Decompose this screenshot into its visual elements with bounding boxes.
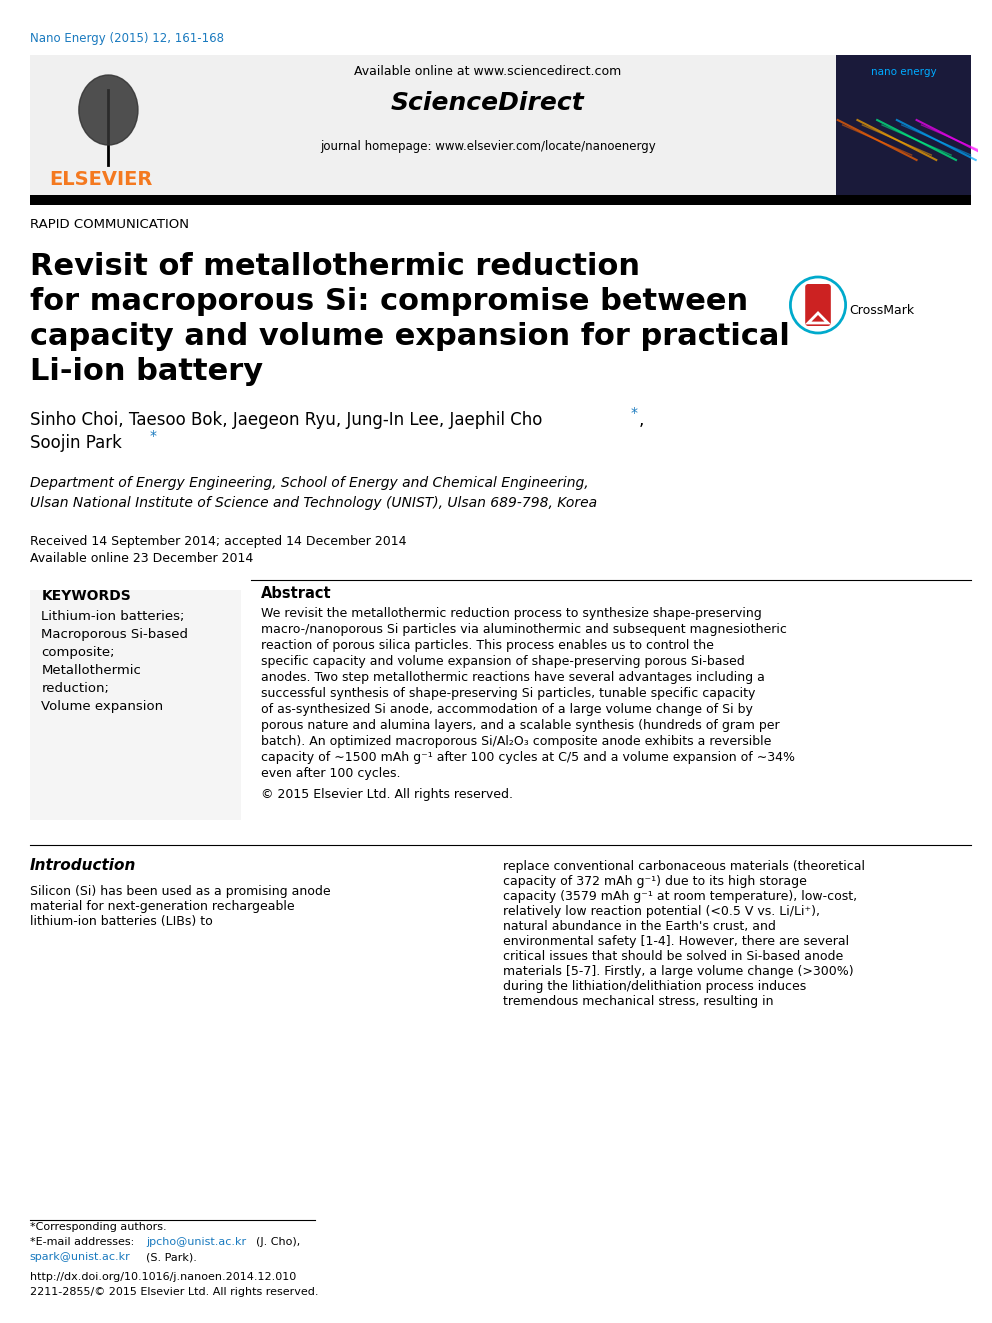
- Text: for macroporous Si: compromise between: for macroporous Si: compromise between: [30, 287, 748, 316]
- Text: relatively low reaction potential (<0.5 V vs. Li/Li⁺),: relatively low reaction potential (<0.5 …: [503, 905, 819, 918]
- Text: KEYWORDS: KEYWORDS: [42, 589, 131, 603]
- FancyBboxPatch shape: [30, 56, 872, 194]
- Text: We revisit the metallothermic reduction process to synthesize shape-preserving: We revisit the metallothermic reduction …: [261, 607, 762, 620]
- Text: Silicon (Si) has been used as a promising anode: Silicon (Si) has been used as a promisin…: [30, 885, 330, 898]
- Text: *E-mail addresses:: *E-mail addresses:: [30, 1237, 137, 1248]
- Text: replace conventional carbonaceous materials (theoretical: replace conventional carbonaceous materi…: [503, 860, 865, 873]
- Text: Revisit of metallothermic reduction: Revisit of metallothermic reduction: [30, 251, 640, 280]
- Text: lithium-ion batteries (LIBs) to: lithium-ion batteries (LIBs) to: [30, 916, 212, 927]
- Text: material for next-generation rechargeable: material for next-generation rechargeabl…: [30, 900, 295, 913]
- Text: nano energy: nano energy: [871, 67, 936, 77]
- Text: RAPID COMMUNICATION: RAPID COMMUNICATION: [30, 218, 188, 232]
- Text: Sinho Choi, Taesoo Bok, Jaegeon Ryu, Jung-In Lee, Jaephil Cho: Sinho Choi, Taesoo Bok, Jaegeon Ryu, Jun…: [30, 411, 542, 429]
- Text: Ulsan National Institute of Science and Technology (UNIST), Ulsan 689-798, Korea: Ulsan National Institute of Science and …: [30, 496, 597, 509]
- Text: Introduction: Introduction: [30, 859, 136, 873]
- Text: *Corresponding authors.: *Corresponding authors.: [30, 1222, 167, 1232]
- Text: Metallothermic: Metallothermic: [42, 664, 141, 677]
- Text: *: *: [150, 429, 157, 443]
- Text: journal homepage: www.elsevier.com/locate/nanoenergy: journal homepage: www.elsevier.com/locat…: [320, 140, 656, 153]
- FancyBboxPatch shape: [30, 194, 971, 205]
- Text: Available online 23 December 2014: Available online 23 December 2014: [30, 552, 253, 565]
- Text: Nano Energy (2015) 12, 161-168: Nano Energy (2015) 12, 161-168: [30, 32, 223, 45]
- Text: capacity (3579 mAh g⁻¹ at room temperature), low-cost,: capacity (3579 mAh g⁻¹ at room temperatu…: [503, 890, 857, 904]
- Text: Soojin Park: Soojin Park: [30, 434, 121, 452]
- Text: ScienceDirect: ScienceDirect: [391, 91, 584, 115]
- Text: during the lithiation/delithiation process induces: during the lithiation/delithiation proce…: [503, 980, 806, 994]
- Text: Department of Energy Engineering, School of Energy and Chemical Engineering,: Department of Energy Engineering, School…: [30, 476, 588, 490]
- Text: Li-ion battery: Li-ion battery: [30, 357, 263, 386]
- Ellipse shape: [78, 75, 138, 146]
- Text: materials [5-7]. Firstly, a large volume change (>300%): materials [5-7]. Firstly, a large volume…: [503, 964, 853, 978]
- Text: Abstract: Abstract: [261, 586, 331, 601]
- Text: environmental safety [1-4]. However, there are several: environmental safety [1-4]. However, the…: [503, 935, 849, 949]
- FancyBboxPatch shape: [30, 56, 231, 194]
- Text: reduction;: reduction;: [42, 681, 109, 695]
- Text: macro-/nanoporous Si particles via aluminothermic and subsequent magnesiotheric: macro-/nanoporous Si particles via alumi…: [261, 623, 787, 636]
- Text: of as-synthesized Si anode, accommodation of a large volume change of Si by: of as-synthesized Si anode, accommodatio…: [261, 703, 753, 716]
- Text: specific capacity and volume expansion of shape-preserving porous Si-based: specific capacity and volume expansion o…: [261, 655, 745, 668]
- Text: porous nature and alumina layers, and a scalable synthesis (hundreds of gram per: porous nature and alumina layers, and a …: [261, 718, 780, 732]
- Text: Macroporous Si-based: Macroporous Si-based: [42, 628, 188, 642]
- Text: jpcho@unist.ac.kr: jpcho@unist.ac.kr: [146, 1237, 246, 1248]
- Text: batch). An optimized macroporous Si/Al₂O₃ composite anode exhibits a reversible: batch). An optimized macroporous Si/Al₂O…: [261, 736, 772, 747]
- Text: capacity of ∼1500 mAh g⁻¹ after 100 cycles at C/5 and a volume expansion of ∼34%: capacity of ∼1500 mAh g⁻¹ after 100 cycl…: [261, 751, 796, 763]
- Text: composite;: composite;: [42, 646, 115, 659]
- Text: Available online at www.sciencedirect.com: Available online at www.sciencedirect.co…: [354, 65, 621, 78]
- Text: CrossMark: CrossMark: [849, 303, 915, 316]
- Text: Volume expansion: Volume expansion: [42, 700, 164, 713]
- Text: anodes. Two step metallothermic reactions have several advantages including a: anodes. Two step metallothermic reaction…: [261, 671, 765, 684]
- Text: Received 14 September 2014; accepted 14 December 2014: Received 14 September 2014; accepted 14 …: [30, 534, 406, 548]
- Text: http://dx.doi.org/10.1016/j.nanoen.2014.12.010: http://dx.doi.org/10.1016/j.nanoen.2014.…: [30, 1271, 296, 1282]
- Text: © 2015 Elsevier Ltd. All rights reserved.: © 2015 Elsevier Ltd. All rights reserved…: [261, 789, 513, 800]
- Text: ,: ,: [639, 411, 644, 429]
- Text: capacity and volume expansion for practical: capacity and volume expansion for practi…: [30, 321, 790, 351]
- Text: (J. Cho),: (J. Cho),: [256, 1237, 301, 1248]
- Text: (S. Park).: (S. Park).: [146, 1252, 196, 1262]
- Text: capacity of 372 mAh g⁻¹) due to its high storage: capacity of 372 mAh g⁻¹) due to its high…: [503, 875, 806, 888]
- Text: spark@unist.ac.kr: spark@unist.ac.kr: [30, 1252, 130, 1262]
- Text: 2211-2855/© 2015 Elsevier Ltd. All rights reserved.: 2211-2855/© 2015 Elsevier Ltd. All right…: [30, 1287, 318, 1297]
- Text: Lithium-ion batteries;: Lithium-ion batteries;: [42, 610, 185, 623]
- Text: successful synthesis of shape-preserving Si particles, tunable specific capacity: successful synthesis of shape-preserving…: [261, 687, 756, 700]
- FancyBboxPatch shape: [835, 56, 971, 194]
- Text: *: *: [631, 406, 638, 419]
- Text: critical issues that should be solved in Si-based anode: critical issues that should be solved in…: [503, 950, 843, 963]
- FancyBboxPatch shape: [806, 284, 831, 325]
- Text: reaction of porous silica particles. This process enables us to control the: reaction of porous silica particles. Thi…: [261, 639, 714, 652]
- Text: even after 100 cycles.: even after 100 cycles.: [261, 767, 401, 781]
- Text: tremendous mechanical stress, resulting in: tremendous mechanical stress, resulting …: [503, 995, 773, 1008]
- Text: ELSEVIER: ELSEVIER: [50, 169, 153, 189]
- Text: natural abundance in the Earth's crust, and: natural abundance in the Earth's crust, …: [503, 919, 776, 933]
- FancyBboxPatch shape: [30, 590, 241, 820]
